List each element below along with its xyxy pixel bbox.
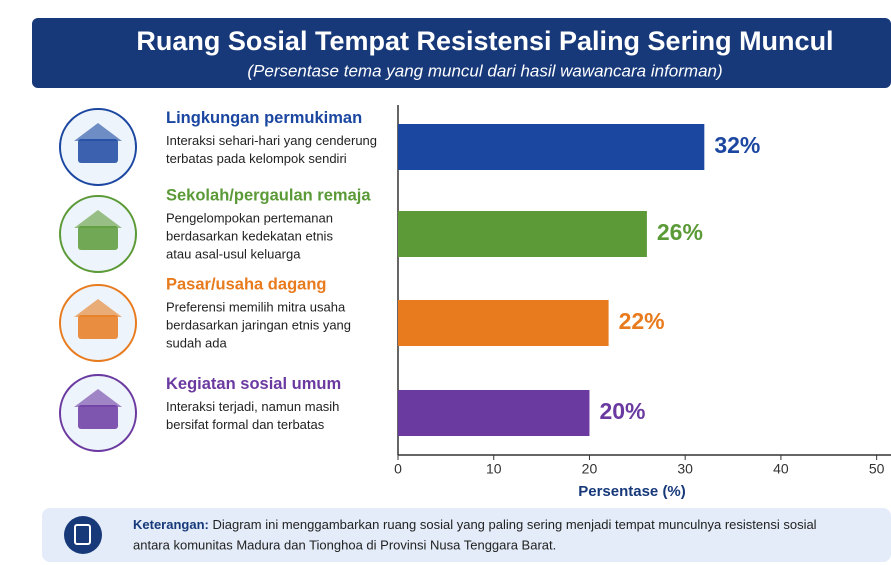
title-banner	[32, 18, 891, 88]
category-label: Pasar/usaha dagang	[166, 275, 326, 293]
x-tick-label: 50	[869, 461, 885, 477]
note-line: Diagram ini menggambarkan ruang sosial y…	[212, 517, 816, 532]
category-icon-glyph	[78, 226, 118, 250]
note-box	[42, 508, 891, 562]
value-label: 20%	[599, 398, 645, 424]
x-tick-label: 10	[486, 461, 502, 477]
category-icon-glyph	[74, 210, 122, 228]
category-description: berdasarkan kedekatan etnis	[166, 228, 333, 243]
note-line: antara komunitas Madura dan Tionghoa di …	[133, 537, 556, 552]
category-icon-glyph	[78, 405, 118, 429]
x-tick-label: 20	[582, 461, 598, 477]
note-icon	[64, 516, 102, 554]
category-description: terbatas pada kelompok sendiri	[166, 151, 347, 166]
category-description: bersifat formal dan terbatas	[166, 417, 325, 432]
category-icon-glyph	[74, 389, 122, 407]
category-icon-glyph	[74, 299, 122, 317]
note-text: Keterangan: Diagram ini menggambarkan ru…	[133, 517, 817, 532]
value-label: 22%	[619, 308, 665, 334]
bar	[398, 300, 609, 346]
value-label: 32%	[714, 132, 760, 158]
note-label: Keterangan:	[133, 517, 209, 532]
category-description: Interaksi sehari-hari yang cenderung	[166, 133, 377, 148]
x-tick-label: 0	[394, 461, 402, 477]
chart-title: Ruang Sosial Tempat Resistensi Paling Se…	[136, 26, 833, 56]
value-label: 26%	[657, 219, 703, 245]
category-label: Lingkungan permukiman	[166, 109, 362, 127]
bar	[398, 124, 705, 170]
category-icon-glyph	[78, 315, 118, 339]
category-description: berdasarkan jaringan etnis yang	[166, 317, 351, 332]
category-description: Pengelompokan pertemanan	[166, 210, 333, 225]
category-description: Preferensi memilih mitra usaha	[166, 299, 346, 314]
category-label: Kegiatan sosial umum	[166, 375, 341, 393]
category-description: Interaksi terjadi, namun masih	[166, 399, 339, 414]
category-icon-glyph	[74, 123, 122, 141]
note-icon-glyph	[74, 524, 91, 545]
category-label: Sekolah/pergaulan remaja	[166, 186, 371, 204]
x-tick-label: 30	[677, 461, 693, 477]
category-description: sudah ada	[166, 335, 227, 350]
bar	[398, 390, 590, 436]
chart-subtitle: (Persentase tema yang muncul dari hasil …	[247, 61, 722, 80]
category-icon-glyph	[78, 139, 118, 163]
x-tick-label: 40	[773, 461, 789, 477]
bar	[398, 211, 647, 257]
x-axis-label: Persentase (%)	[578, 483, 686, 500]
category-description: atau asal-usul keluarga	[166, 246, 301, 261]
